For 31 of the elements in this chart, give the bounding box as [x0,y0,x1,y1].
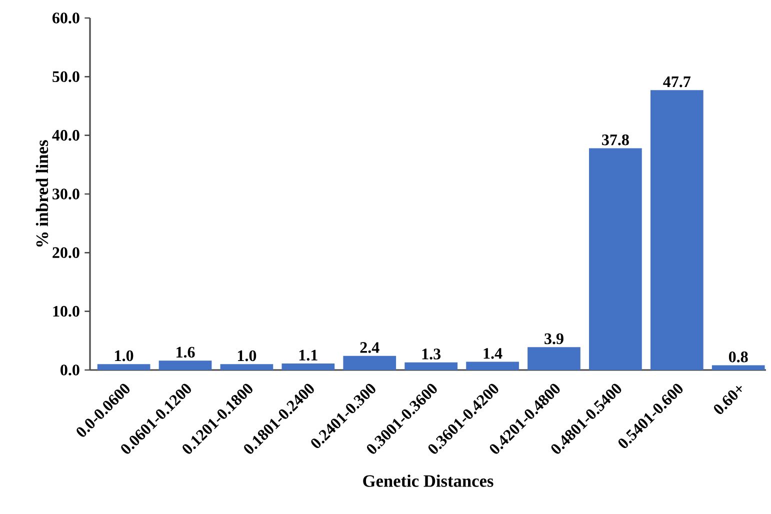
y-tick-label: 10.0 [53,306,80,317]
bar [158,360,212,370]
bar [282,364,335,370]
data-label: 47.7 [663,76,691,88]
bar [404,362,458,370]
bar [589,148,642,370]
bar [97,364,150,370]
data-label: 2.4 [360,342,380,353]
bar [650,90,704,370]
data-label: 1.4 [484,348,502,359]
data-label: 3.9 [544,333,564,344]
bar [466,362,519,370]
y-tick-label: 0.0 [60,364,80,376]
data-label: 1.0 [115,350,134,362]
data-label: 1.1 [299,350,318,361]
data-label: 1.0 [238,350,256,362]
bar [712,365,765,370]
data-label: 1.6 [176,346,195,358]
y-tick-label: 30.0 [52,188,80,200]
data-label: 0.8 [728,352,748,362]
x-axis-title: Genetic Distances [363,474,494,487]
y-tick-label: 40.0 [52,130,80,141]
y-tick-label: 20.0 [52,247,80,258]
data-label: 37.8 [602,134,629,146]
bar [528,347,580,370]
y-tick-label: 50.0 [52,71,80,82]
y-tick-label: 60.0 [52,12,80,24]
bar [343,356,396,370]
y-axis-title: % inbred lines [36,140,48,246]
bar [220,364,274,370]
data-label: 1.3 [422,348,441,360]
